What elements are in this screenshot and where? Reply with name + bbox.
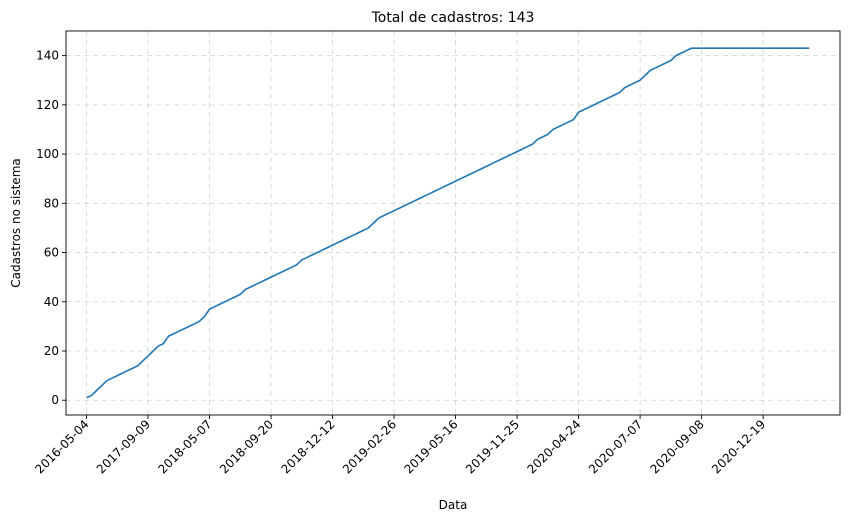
x-axis-label: Data xyxy=(439,498,468,512)
grid xyxy=(66,31,840,415)
y-tick-label: 80 xyxy=(44,196,59,210)
y-axis: 0 20 40 60 80 100 120 140 xyxy=(36,49,66,407)
plot-frame xyxy=(65,30,841,416)
series-line xyxy=(86,47,810,399)
x-tick-label: 2019-05-16 xyxy=(401,417,460,476)
y-tick-label: 100 xyxy=(36,147,59,161)
x-tick-label: 2019-11-25 xyxy=(463,417,522,476)
x-tick-label: 2019-02-26 xyxy=(340,417,399,476)
x-tick-label: 2017-09-09 xyxy=(94,417,153,476)
x-tick-label: 2020-09-08 xyxy=(648,417,707,476)
y-axis-label: Cadastros no sistema xyxy=(9,158,23,287)
y-tick-label: 120 xyxy=(36,98,59,112)
x-tick-label: 2020-04-24 xyxy=(524,417,583,476)
series-layer xyxy=(86,47,810,399)
y-tick-label: 20 xyxy=(44,344,59,358)
chart-title: Total de cadastros: 143 xyxy=(371,10,535,26)
x-tick-label: 2020-07-07 xyxy=(586,417,645,476)
y-tick-label: 40 xyxy=(44,295,59,309)
x-tick-label: 2020-12-19 xyxy=(709,417,768,476)
y-tick-label: 60 xyxy=(44,246,59,260)
x-tick-label: 2016-05-04 xyxy=(32,417,91,476)
x-axis: 2016-05-04 2017-09-09 2018-05-07 2018-09-20… xyxy=(32,415,768,476)
y-tick-label: 140 xyxy=(36,49,59,63)
x-tick-label: 2018-09-20 xyxy=(217,417,276,476)
y-tick-label: 0 xyxy=(51,393,59,407)
x-tick-label: 2018-05-07 xyxy=(155,417,214,476)
x-tick-label: 2018-12-12 xyxy=(278,417,337,476)
